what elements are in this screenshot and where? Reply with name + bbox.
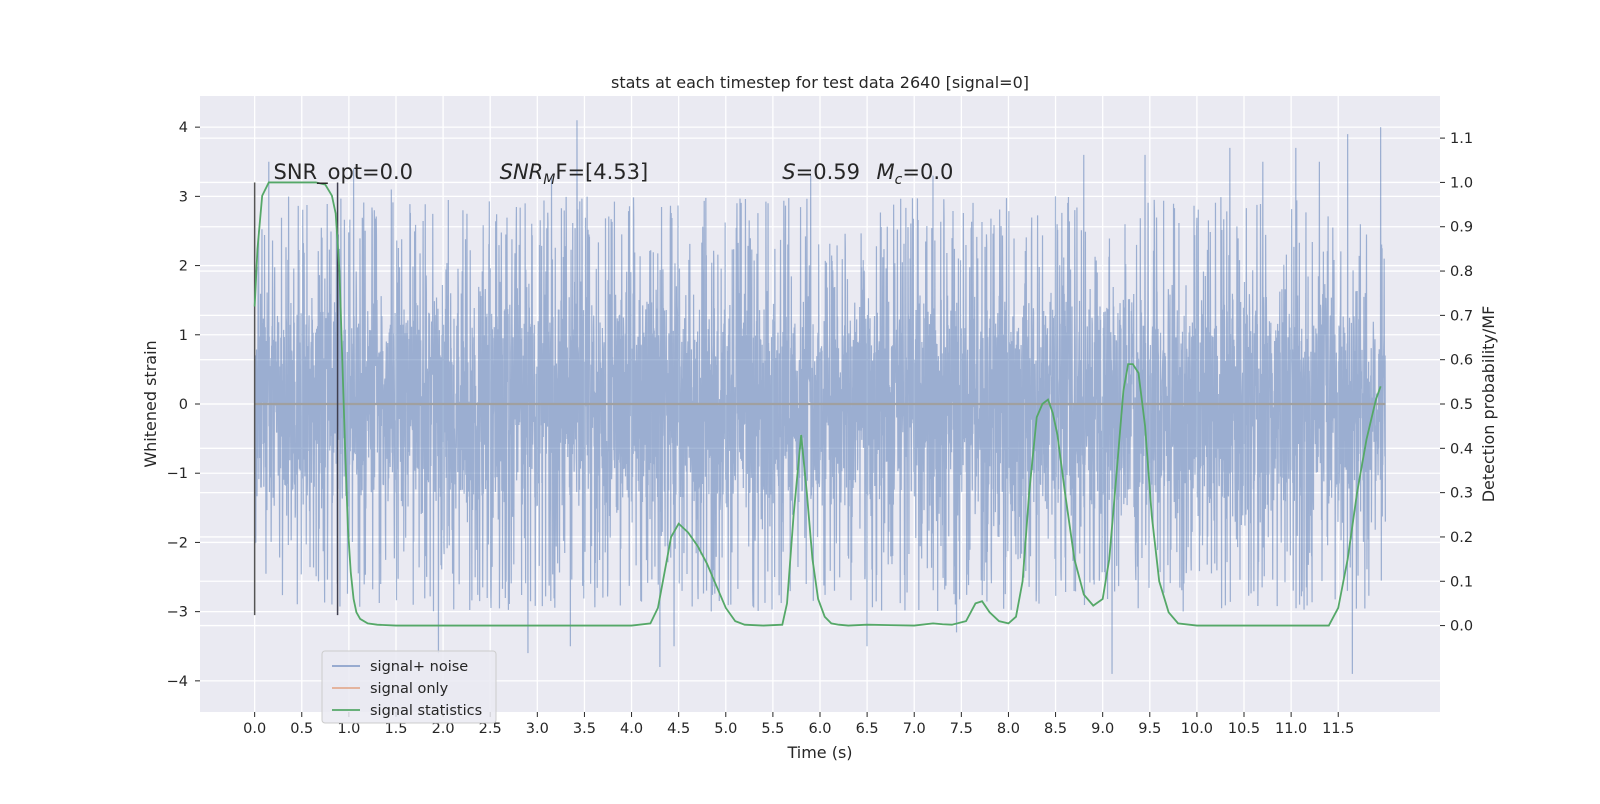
y-left-tick-label: 2 (179, 259, 188, 275)
y-right-tick-label: 0.7 (1450, 308, 1473, 324)
y-axis-label-left: Whitened strain (141, 340, 160, 467)
annotation-3: S=0.59 (782, 160, 860, 184)
y-right-tick-label: 0.6 (1450, 353, 1473, 369)
x-tick-label: 1.5 (384, 721, 407, 737)
y-right-tick-label: 0.0 (1450, 619, 1473, 635)
x-tick-label: 7.5 (950, 721, 973, 737)
legend: signal+ noise signal only signal statistic… (321, 650, 497, 724)
x-tick-label: 10.5 (1228, 721, 1260, 737)
y-left-tick-label: −3 (167, 605, 188, 621)
y-left-tick-label: 0 (179, 397, 188, 413)
x-tick-label: 9.0 (1091, 721, 1114, 737)
x-tick-label: 7.0 (903, 721, 926, 737)
y-right-tick-label: 0.8 (1450, 264, 1473, 280)
annotation-1: SNR_opt=0.0 (273, 160, 413, 185)
y-right-tick-label: 1.1 (1450, 131, 1473, 147)
signal-statistics-line (253, 181, 1382, 627)
y-right-tick-label: 0.5 (1450, 397, 1473, 413)
x-tick-label: 11.0 (1275, 721, 1307, 737)
x-tick-label: 4.5 (667, 721, 690, 737)
x-tick-label: 0.5 (290, 721, 313, 737)
x-tick-label: 2.5 (479, 721, 502, 737)
y-left-tick-label: 3 (179, 189, 188, 205)
y-right-tick-label: 0.3 (1450, 486, 1473, 502)
x-tick-label: 1.0 (337, 721, 360, 737)
x-axis-label: Time (s) (786, 743, 852, 762)
y-left-tick-label: −4 (167, 674, 188, 690)
x-tick-label: 8.0 (997, 721, 1020, 737)
y-left-tick-label: 4 (179, 120, 188, 136)
x-tick-label: 9.5 (1138, 721, 1161, 737)
legend-label: signal statistics (370, 703, 482, 719)
annotation-2: SNRMF=[4.53] (500, 160, 649, 188)
series-signal-plus-noise (254, 120, 1386, 674)
axis-ticks: 0.0 0.5 1.0 1.5 2.0 2.5 3.0 3.5 4.0 4.5 5.0 5.5 6.0 6… (167, 120, 1473, 737)
x-tick-label: 0.0 (243, 721, 266, 737)
y-axis-label-right: Detection probability/MF (1479, 306, 1498, 503)
y-right-tick-label: 0.9 (1450, 220, 1473, 236)
y-right-tick-label: 1.0 (1450, 175, 1473, 191)
signal-plus-noise-line (254, 120, 1386, 674)
x-tick-label: 4.0 (620, 721, 643, 737)
x-tick-label: 6.0 (808, 721, 831, 737)
x-tick-label: 3.5 (573, 721, 596, 737)
chart-title: stats at each timestep for test data 264… (611, 73, 1029, 92)
legend-label: signal only (370, 681, 449, 697)
annotation-4: Mc=0.0 (877, 160, 954, 188)
y-left-tick-label: −1 (167, 466, 188, 482)
annotations: SNR_opt=0.0 SNRMF=[4.53] S=0.59 Mc=0.0 (273, 160, 953, 188)
x-tick-label: 11.5 (1322, 721, 1354, 737)
x-tick-label: 6.5 (856, 721, 879, 737)
series-signal-statistics (253, 181, 1382, 627)
x-tick-label: 10.0 (1181, 721, 1213, 737)
y-right-tick-label: 0.2 (1450, 530, 1473, 546)
y-left-tick-label: 1 (179, 328, 188, 344)
x-tick-label: 3.0 (526, 721, 549, 737)
legend-label: signal+ noise (370, 659, 468, 675)
y-left-tick-label: −2 (167, 535, 188, 551)
x-tick-label: 5.0 (714, 721, 737, 737)
x-tick-label: 8.5 (1044, 721, 1067, 737)
x-tick-label: 2.0 (432, 721, 455, 737)
y-right-tick-label: 0.1 (1450, 574, 1473, 590)
y-right-tick-label: 0.4 (1450, 441, 1473, 457)
x-tick-label: 5.5 (761, 721, 784, 737)
legend-box (321, 650, 497, 724)
